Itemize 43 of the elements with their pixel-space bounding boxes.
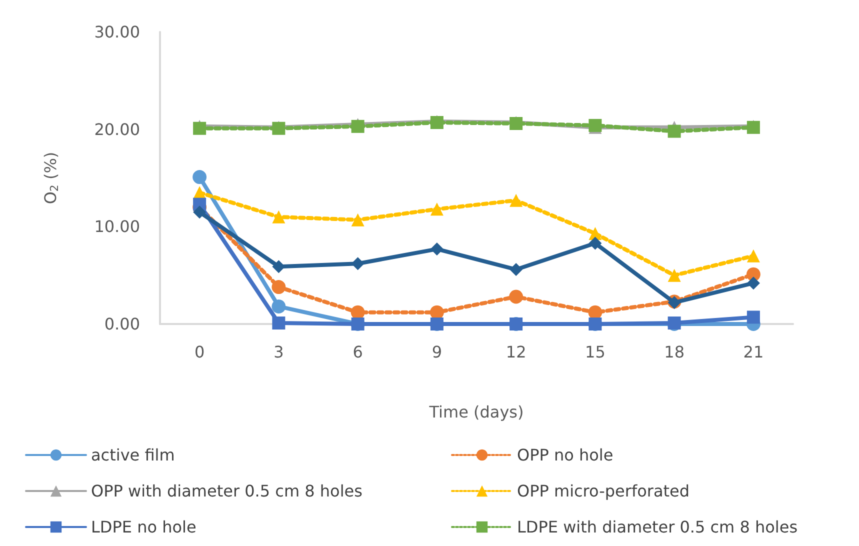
point [192, 170, 207, 184]
point [510, 194, 523, 207]
legend-label: LDPE with diameter 0.5 cm 8 holes [517, 518, 798, 536]
point [746, 249, 760, 262]
point [510, 262, 523, 276]
y-tick-label: 30.00 [94, 22, 140, 42]
x-tick-label: 9 [432, 342, 442, 362]
point [193, 206, 206, 219]
point [746, 276, 760, 290]
point [430, 202, 444, 216]
point [430, 305, 444, 320]
point [351, 213, 364, 226]
x-tick-label: 12 [506, 342, 526, 362]
point [588, 236, 602, 250]
point [509, 290, 524, 304]
x-tick-label: 21 [743, 342, 764, 362]
point [746, 310, 760, 324]
y-tick-label: 20.00 [94, 120, 140, 139]
legend-label: OPP micro-perforated [517, 482, 690, 500]
point [272, 260, 286, 274]
legend-label: active film [91, 446, 175, 464]
x-tick-label: 15 [585, 342, 606, 362]
y-tick-label: 10.00 [94, 217, 140, 236]
point [350, 305, 365, 320]
point [588, 305, 602, 320]
point [272, 299, 286, 314]
x-axis-title: Time (days) [428, 402, 524, 422]
point [272, 280, 286, 294]
point [668, 268, 681, 282]
x-tick-label: 3 [274, 342, 284, 362]
legend-label: LDPE no hole [91, 518, 196, 536]
x-tick-label: 6 [352, 342, 363, 362]
legend-label: OPP with diameter 0.5 cm 8 holes [91, 482, 362, 500]
point [272, 316, 286, 330]
legend-label: OPP no hole [517, 446, 614, 464]
point [272, 210, 286, 224]
y-axis-title: O2 (%) [41, 152, 61, 204]
point [430, 242, 444, 256]
x-tick-label: 18 [664, 342, 684, 362]
y-tick-label: 0.00 [104, 314, 140, 334]
x-tick-label: 0 [194, 342, 205, 362]
point [351, 257, 364, 270]
point [668, 124, 681, 138]
